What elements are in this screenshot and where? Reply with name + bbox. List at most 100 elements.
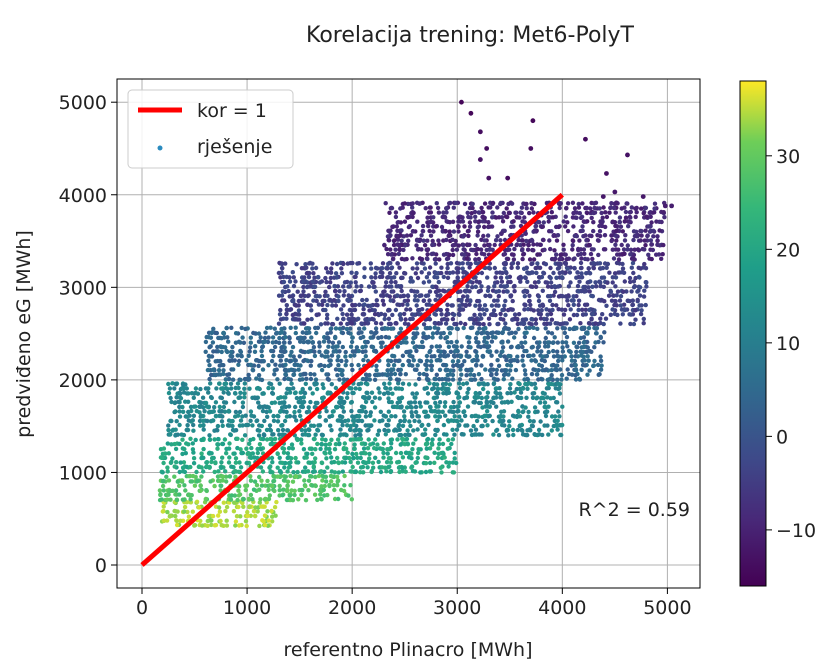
scatter-point [352, 446, 357, 451]
scatter-point [223, 474, 229, 479]
scatter-point [414, 331, 419, 336]
scatter-point [354, 284, 359, 289]
scatter-point [322, 363, 327, 369]
scatter-point [500, 340, 505, 345]
scatter-point [194, 479, 200, 484]
scatter-point [312, 275, 317, 280]
scatter-point [561, 242, 566, 247]
scatter-point [522, 348, 527, 354]
scatter-point [244, 460, 249, 466]
scatter-point [629, 265, 634, 270]
scatter-point [628, 321, 633, 327]
scatter-point [427, 228, 432, 234]
scatter-point [184, 464, 189, 470]
scatter-point [437, 353, 443, 359]
scatter-point [557, 414, 562, 419]
scatter-point [450, 252, 456, 258]
scatter-point [408, 275, 414, 281]
scatter-point [337, 349, 342, 354]
identity-line-path [140, 192, 564, 567]
scatter-point [324, 479, 329, 484]
scatter-point [338, 307, 344, 312]
scatter-point [471, 321, 477, 326]
scatter-point [512, 335, 517, 340]
scatter-point [561, 247, 566, 252]
scatter-point [522, 307, 527, 312]
scatter-point [222, 437, 228, 442]
scatter-point [513, 367, 519, 373]
scatter-point [332, 496, 338, 502]
scatter-point [298, 339, 303, 344]
scatter-point [313, 456, 318, 461]
scatter-point [586, 266, 591, 271]
scatter-point [578, 247, 583, 252]
scatter-point [367, 308, 372, 313]
scatter-point [547, 215, 552, 220]
scatter-point [328, 473, 334, 479]
scatter-point [550, 215, 556, 220]
scatter-point [327, 441, 333, 447]
scatter-point [477, 303, 482, 308]
scatter-point [309, 358, 314, 364]
scatter-point [388, 298, 393, 303]
scatter-point [257, 428, 262, 433]
scatter-point [482, 201, 488, 206]
scatter-point [389, 414, 394, 419]
scatter-point [502, 354, 507, 359]
scatter-point [669, 203, 675, 209]
scatter-point [356, 331, 361, 336]
scatter-point [560, 321, 566, 326]
scatter-point [410, 391, 415, 396]
scatter-point [314, 381, 319, 386]
scatter-point [444, 270, 449, 275]
scatter-point [349, 321, 355, 326]
scatter-point [259, 348, 264, 354]
scatter-point [165, 492, 170, 497]
scatter-point [424, 353, 430, 359]
scatter-point [464, 373, 469, 378]
scatter-point [551, 354, 557, 359]
scatter-point [501, 210, 506, 216]
scatter-point [470, 205, 475, 211]
scatter-point [469, 368, 474, 373]
scatter-point [563, 307, 568, 313]
scatter-point [386, 409, 391, 414]
scatter-point [501, 418, 506, 423]
scatter-point [210, 340, 216, 345]
scatter-point [500, 349, 505, 354]
scatter-point [638, 238, 643, 243]
y-axis-label: predviđeno eG [MWh] [13, 230, 35, 438]
scatter-point [567, 349, 572, 354]
scatter-point [553, 414, 558, 419]
scatter-point [555, 354, 561, 359]
scatter-point [425, 377, 430, 382]
scatter-point [425, 252, 430, 257]
scatter-point [158, 492, 163, 498]
scatter-point [430, 242, 435, 247]
scatter-point [500, 345, 506, 350]
scatter-point [430, 238, 435, 244]
scatter-point [427, 349, 432, 355]
scatter-point [384, 246, 389, 252]
scatter-point [328, 326, 333, 332]
scatter-point [305, 302, 310, 307]
scatter-point [368, 410, 373, 415]
scatter-point [349, 399, 354, 405]
scatter-point [417, 371, 422, 377]
scatter-point [618, 224, 624, 229]
scatter-point [289, 367, 294, 372]
scatter-point [348, 353, 353, 359]
scatter-point [648, 238, 654, 243]
scatter-point [407, 224, 412, 229]
scatter-point [393, 358, 398, 363]
scatter-point [177, 492, 182, 497]
scatter-point [370, 460, 376, 465]
scatter-point [433, 400, 438, 406]
scatter-point [458, 353, 464, 358]
scatter-point [177, 469, 182, 475]
scatter-point [262, 339, 268, 344]
scatter-point [579, 256, 584, 261]
scatter-point [610, 247, 615, 252]
scatter-point [631, 285, 637, 290]
scatter-point [174, 522, 180, 528]
